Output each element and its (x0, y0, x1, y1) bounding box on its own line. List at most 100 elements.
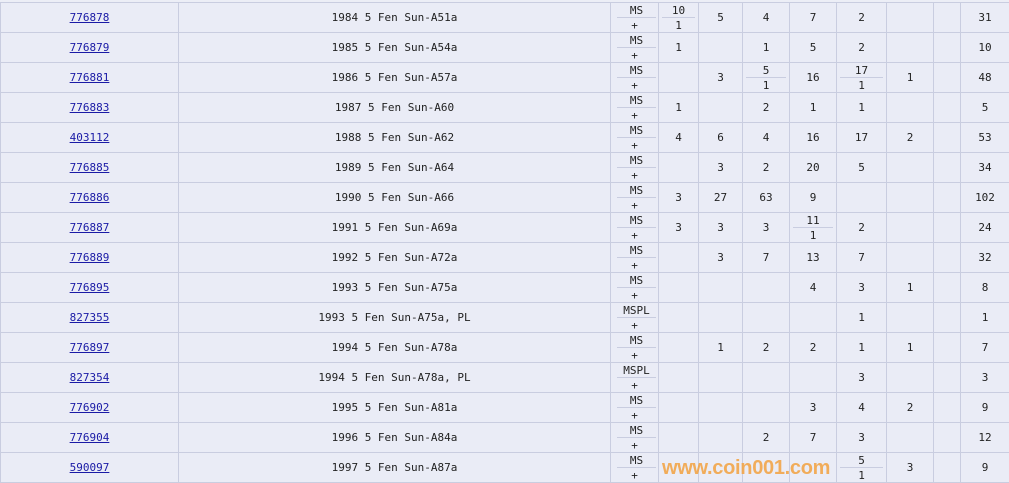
grade-plus-label: + (631, 138, 638, 152)
count-cell: 3 (836, 422, 887, 453)
grade-plus-label: + (631, 288, 638, 302)
table-row: 827355 1993 5 Fen Sun-A75a, PL MSPL + 1 1 (0, 302, 1009, 333)
id-cell: 776904 (0, 422, 179, 453)
grade-cell: MS + (610, 92, 659, 123)
count-cell: 5 (789, 32, 837, 63)
count-cell (933, 182, 961, 213)
grade-label: MS (617, 153, 656, 168)
count-cell (789, 302, 837, 333)
count-cell: 3 (658, 182, 699, 213)
count-cell: 7 (789, 2, 837, 33)
grade-cell: MS + (610, 32, 659, 63)
table-row: 776889 1992 5 Fen Sun-A72a MS +3 7 13 7 32 (0, 242, 1009, 273)
description-cell: 1985 5 Fen Sun-A54a (178, 32, 611, 63)
description-cell: 1984 5 Fen Sun-A51a (178, 2, 611, 33)
description-cell: 1993 5 Fen Sun-A75a, PL (178, 302, 611, 333)
count-cell (698, 422, 743, 453)
count-cell: 4 (742, 122, 790, 153)
grade-cell: MS + (610, 452, 659, 483)
grade-plus-label: + (631, 468, 638, 482)
count-cell (742, 272, 790, 303)
count-cell: 16 (789, 62, 837, 93)
total-cell: 32 (960, 242, 1009, 273)
coin-id-link[interactable]: 776889 (69, 251, 110, 264)
count-cell: 2 (742, 92, 790, 123)
grade-plus-label: + (631, 318, 638, 332)
grade-label: MS (617, 3, 656, 18)
coin-id-link[interactable]: 776879 (69, 41, 110, 54)
count-cell: 6 (698, 122, 743, 153)
count-cell: 3 (836, 362, 887, 393)
count-cell (658, 242, 699, 273)
count-cell: 1 (658, 32, 699, 63)
grade-cell: MSPL + (610, 302, 659, 333)
count-cell: 1 (836, 332, 887, 363)
count-cell: 5 (836, 152, 887, 183)
count-cell (698, 32, 743, 63)
grade-cell: MS + (610, 422, 659, 453)
grade-plus-label: + (631, 378, 638, 392)
grade-plus-label: + (631, 108, 638, 122)
coin-id-link[interactable]: 776881 (69, 71, 110, 84)
id-cell: 776895 (0, 272, 179, 303)
coin-id-link[interactable]: 776883 (69, 101, 110, 114)
grade-cell: MS + (610, 122, 659, 153)
coin-id-link[interactable]: 776885 (69, 161, 110, 174)
count-cell (933, 2, 961, 33)
coin-id-link[interactable]: 776897 (69, 341, 110, 354)
coin-id-link[interactable]: 776886 (69, 191, 110, 204)
coin-id-link[interactable]: 776904 (69, 431, 110, 444)
count-cell (836, 182, 887, 213)
coin-id-link[interactable]: 590097 (69, 461, 110, 474)
count-cell: 20 (789, 152, 837, 183)
coin-id-link[interactable]: 776878 (69, 11, 110, 24)
id-cell: 776902 (0, 392, 179, 423)
id-cell: 776897 (0, 332, 179, 363)
grade-plus-label: + (631, 258, 638, 272)
count-cell (933, 422, 961, 453)
grade-label: MS (617, 243, 656, 258)
id-cell: 776878 (0, 2, 179, 33)
grade-plus-label: + (631, 438, 638, 452)
count-cell (933, 152, 961, 183)
count-cell: 2 (742, 152, 790, 183)
coin-id-link[interactable]: 827354 (69, 371, 110, 384)
table-row: 776897 1994 5 Fen Sun-A78a MS +1 2 2 1 1 7 (0, 332, 1009, 363)
count-cell: 3 (789, 392, 837, 423)
count-cell: 17 (836, 122, 887, 153)
total-cell: 7 (960, 332, 1009, 363)
count-cell: 2 (886, 122, 934, 153)
total-cell: 102 (960, 182, 1009, 213)
coin-id-link[interactable]: 776895 (69, 281, 110, 294)
count-cell: 9 (789, 182, 837, 213)
count-cell (658, 272, 699, 303)
id-cell: 776885 (0, 152, 179, 183)
coin-id-link[interactable]: 776902 (69, 401, 110, 414)
count-cell: 63 (742, 182, 790, 213)
id-cell: 590097 (0, 452, 179, 483)
count-cell (933, 362, 961, 393)
coin-id-link[interactable]: 827355 (69, 311, 110, 324)
count-cell (658, 392, 699, 423)
count-cell: 1 (836, 302, 887, 333)
count-cell (698, 362, 743, 393)
watermark: www.coin001.com (662, 457, 831, 479)
count-cell: 3 (698, 242, 743, 273)
count-cell (789, 362, 837, 393)
coin-id-link[interactable]: 776887 (69, 221, 110, 234)
table-row: 776895 1993 5 Fen Sun-A75a MS +4 3 1 8 (0, 272, 1009, 303)
total-cell: 1 (960, 302, 1009, 333)
table-row: 776879 1985 5 Fen Sun-A54a MS +1 1 5 2 10 (0, 32, 1009, 63)
count-cell (886, 422, 934, 453)
count-value: 5 (840, 453, 883, 468)
grade-plus-label: + (631, 198, 638, 212)
count-cell: 2 (789, 332, 837, 363)
count-cell (886, 302, 934, 333)
count-cell (886, 362, 934, 393)
count-cell: 1 (658, 92, 699, 123)
coin-id-link[interactable]: 403112 (69, 131, 110, 144)
grade-label: MS (617, 453, 656, 468)
